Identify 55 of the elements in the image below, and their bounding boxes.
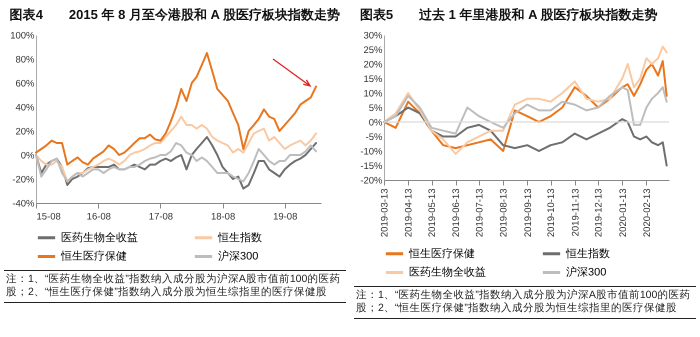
y-tick-label: 60% <box>15 78 36 90</box>
y-tick-label: 0% <box>20 150 36 162</box>
y-tick-label: -10% <box>360 146 384 158</box>
y-tick-label: 15% <box>363 74 384 85</box>
x-tick-label: 2019-09-13 <box>522 188 534 238</box>
legend-label: 医药生物全收益 <box>61 230 138 244</box>
line-series <box>35 116 318 182</box>
y-tick-label: -20% <box>360 176 384 186</box>
legend-label: 恒生医疗保健 <box>60 250 127 262</box>
x-tick-label: 2019-11-13 <box>570 188 582 236</box>
line-series <box>35 52 318 166</box>
legend-label: 沪深300 <box>566 266 606 278</box>
x-tick-label: 2020-02-13 <box>642 188 653 238</box>
chart-title: 图表5 过去 1 年里港股和 A 股医疗板块指数走势 <box>360 7 658 22</box>
y-tick-label: 10% <box>363 88 384 100</box>
x-tick-label: 2019-04-13 <box>404 188 415 238</box>
x-tick-label: 2019-12-13 <box>594 188 605 238</box>
x-tick-label: 15-08 <box>36 212 61 222</box>
legend-label: 恒生指数 <box>217 230 262 244</box>
x-tick-label: 2019-08-13 <box>498 188 510 238</box>
line-series <box>383 60 668 152</box>
x-tick-label: 18-08 <box>210 212 236 222</box>
y-tick-label: 5% <box>368 103 384 114</box>
y-tick-label: -15% <box>360 161 384 172</box>
x-tick-label: 17-08 <box>148 212 174 222</box>
y-tick-label: 100% <box>10 30 36 42</box>
text: 注：1、“医药生物全收益”指数纳入成分股为沪深A股市值前100的医药股；2、“恒生医疗保健”指数纳入成分股为恒生综指里的医疗保健股 <box>4 270 346 303</box>
x-tick-label: 2020-01-13 <box>618 188 629 238</box>
x-tick-label: 2019-05-13 <box>427 188 438 238</box>
y-tick-label: -20% <box>12 174 36 186</box>
x-tick-label: 2019-06-13 <box>451 188 462 238</box>
x-tick-label: 19-08 <box>273 212 298 222</box>
text: 注：1、“医药生物全收益”指数纳入成分股为沪深A股市值前100的医药股；2、“恒生医疗保健”指数纳入成分股为恒生综指里的医疗保健股 <box>354 286 696 319</box>
legend-label: 恒生指数 <box>565 246 610 260</box>
x-tick-label: 2019-03-13 <box>380 188 390 238</box>
chart-title: 图表4 2015 年 8 月至今港股和 A 股医疗板块指数走势 <box>10 7 340 22</box>
y-tick-label: 25% <box>363 45 384 56</box>
y-tick-label: -5% <box>366 132 384 143</box>
x-tick-label: 16-08 <box>86 212 111 222</box>
y-tick-label: 30% <box>363 30 384 42</box>
x-tick-label: 2019-07-13 <box>474 188 486 238</box>
y-tick-label: -40% <box>12 198 36 210</box>
line-series <box>35 142 318 182</box>
legend-label: 沪深300 <box>218 250 258 262</box>
y-tick-label: 0% <box>368 118 384 128</box>
y-tick-label: 20% <box>363 60 384 70</box>
x-tick-label: 2019-10-13 <box>546 188 558 238</box>
line-series <box>383 46 668 155</box>
y-tick-label: 40% <box>15 102 36 114</box>
legend-label: 恒生医疗保健 <box>408 246 475 260</box>
y-tick-label: 20% <box>15 126 36 138</box>
line-series <box>35 136 318 190</box>
line-series <box>383 86 668 135</box>
legend-label: 医药生物全收益 <box>409 266 486 278</box>
y-tick-label: 80% <box>15 54 36 66</box>
